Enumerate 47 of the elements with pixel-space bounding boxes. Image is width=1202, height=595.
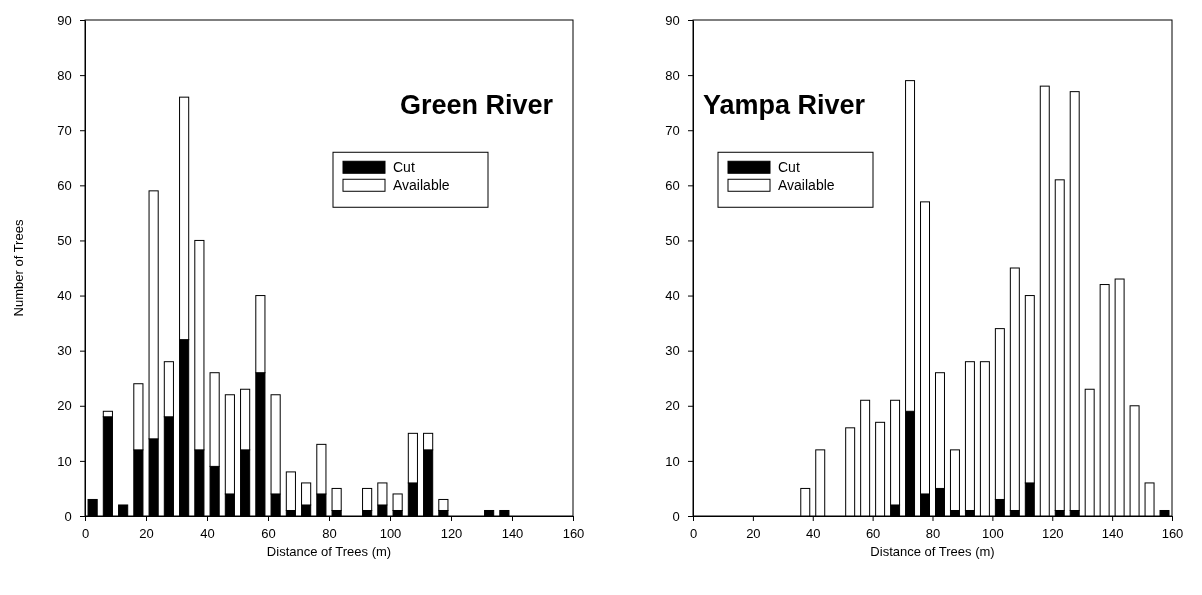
y-tick-label: 0 [672,508,680,524]
y-tick-label: 70 [57,122,72,138]
x-tick-label: 20 [139,526,154,542]
x-tick-label: 120 [440,526,463,542]
y-tick-label: 50 [665,233,680,249]
y-tick-label: 60 [665,177,680,193]
x-axis-title: Distance of Trees (m) [870,544,995,559]
text: Yampa River [703,89,866,120]
y-tick-label: 50 [57,233,72,249]
y-tick-label: 80 [665,67,680,83]
x-tick-label: 80 [925,526,941,542]
x-axis-title: Distance of Trees (m) [266,544,392,559]
x-tick-label: 160 [562,526,585,542]
y-tick-label: 30 [665,343,680,359]
x-tick-label: 0 [689,526,698,542]
x-tick-label: 60 [865,526,881,542]
legend-label: Available [393,177,450,194]
y-tick-label: 90 [57,12,72,28]
x-tick-label: 140 [501,526,524,542]
text: Green River [399,89,554,120]
x-tick-label: 20 [746,526,761,542]
x-tick-label: 160 [1161,526,1184,542]
x-tick-label: 80 [322,526,337,542]
y-tick-label: 60 [57,177,72,193]
y-tick-label: 40 [665,288,680,304]
y-tick-label: 0 [64,508,72,524]
y-tick-label: 90 [665,12,680,28]
x-tick-label: 120 [1041,526,1064,542]
y-tick-label: 10 [57,453,72,469]
x-tick-label: 60 [261,526,276,542]
x-tick-label: 100 [982,526,1004,542]
x-tick-label: 140 [1101,526,1124,542]
legend-label: Cut [778,159,800,176]
legend-label: Cut [393,159,415,176]
y-tick-label: 40 [57,288,72,304]
y-tick-label: 30 [57,343,72,359]
y-tick-label: 80 [57,67,72,83]
y-tick-label: 20 [665,398,680,414]
x-tick-label: 40 [806,526,821,542]
legend-label: Available [778,177,835,194]
y-tick-label: 70 [665,122,680,138]
y-tick-label: 10 [665,453,680,469]
y-tick-label: 20 [57,398,72,414]
x-tick-label: 0 [81,526,90,542]
x-tick-label: 40 [200,526,215,542]
x-tick-label: 100 [379,526,402,542]
y-axis-title: Number of Trees [11,219,26,317]
